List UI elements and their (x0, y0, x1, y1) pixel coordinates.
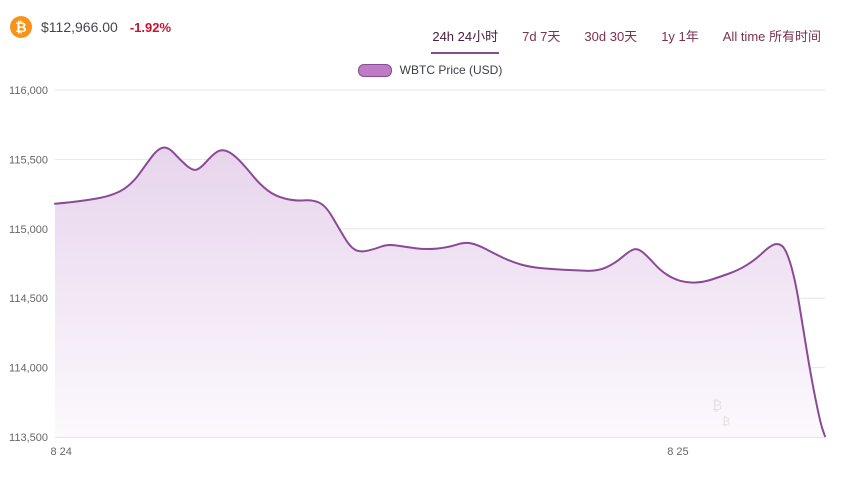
y-axis-label: 116,000 (9, 85, 48, 97)
y-axis-label: 114,500 (9, 293, 48, 305)
price-line (54, 146, 826, 438)
y-axis-label: 115,500 (9, 154, 48, 166)
tab-30d[interactable]: 30d 30天 (583, 24, 638, 54)
legend-swatch (357, 63, 392, 77)
y-axis-label: 115,000 (9, 224, 48, 236)
tab-all-time[interactable]: All time 所有时间 (722, 24, 822, 54)
tab-7d[interactable]: 7d 7天 (521, 24, 561, 54)
time-range-tabs: 24h 24小时 7d 7天 30d 30天 1y 1年 All time 所有时间 (431, 24, 822, 54)
legend-label: WBTC Price (USD) (399, 63, 503, 77)
x-axis-label: 8 24 (50, 446, 71, 458)
price-change-percent: -1.92% (129, 19, 172, 35)
x-axis-label: 8 25 (667, 446, 688, 458)
area-fill (55, 147, 825, 437)
y-axis-label: 114,000 (9, 363, 48, 375)
bitcoin-icon: ₿ (10, 16, 32, 38)
y-axis-label: 113,500 (9, 432, 48, 444)
tab-24h[interactable]: 24h 24小时 (431, 24, 500, 54)
current-price: $112,966.00 (41, 19, 118, 35)
header: ₿ $112,966.00 -1.92% (10, 16, 171, 38)
tab-1y[interactable]: 1y 1年 (660, 24, 700, 54)
legend[interactable]: WBTC Price (USD) (0, 61, 860, 79)
